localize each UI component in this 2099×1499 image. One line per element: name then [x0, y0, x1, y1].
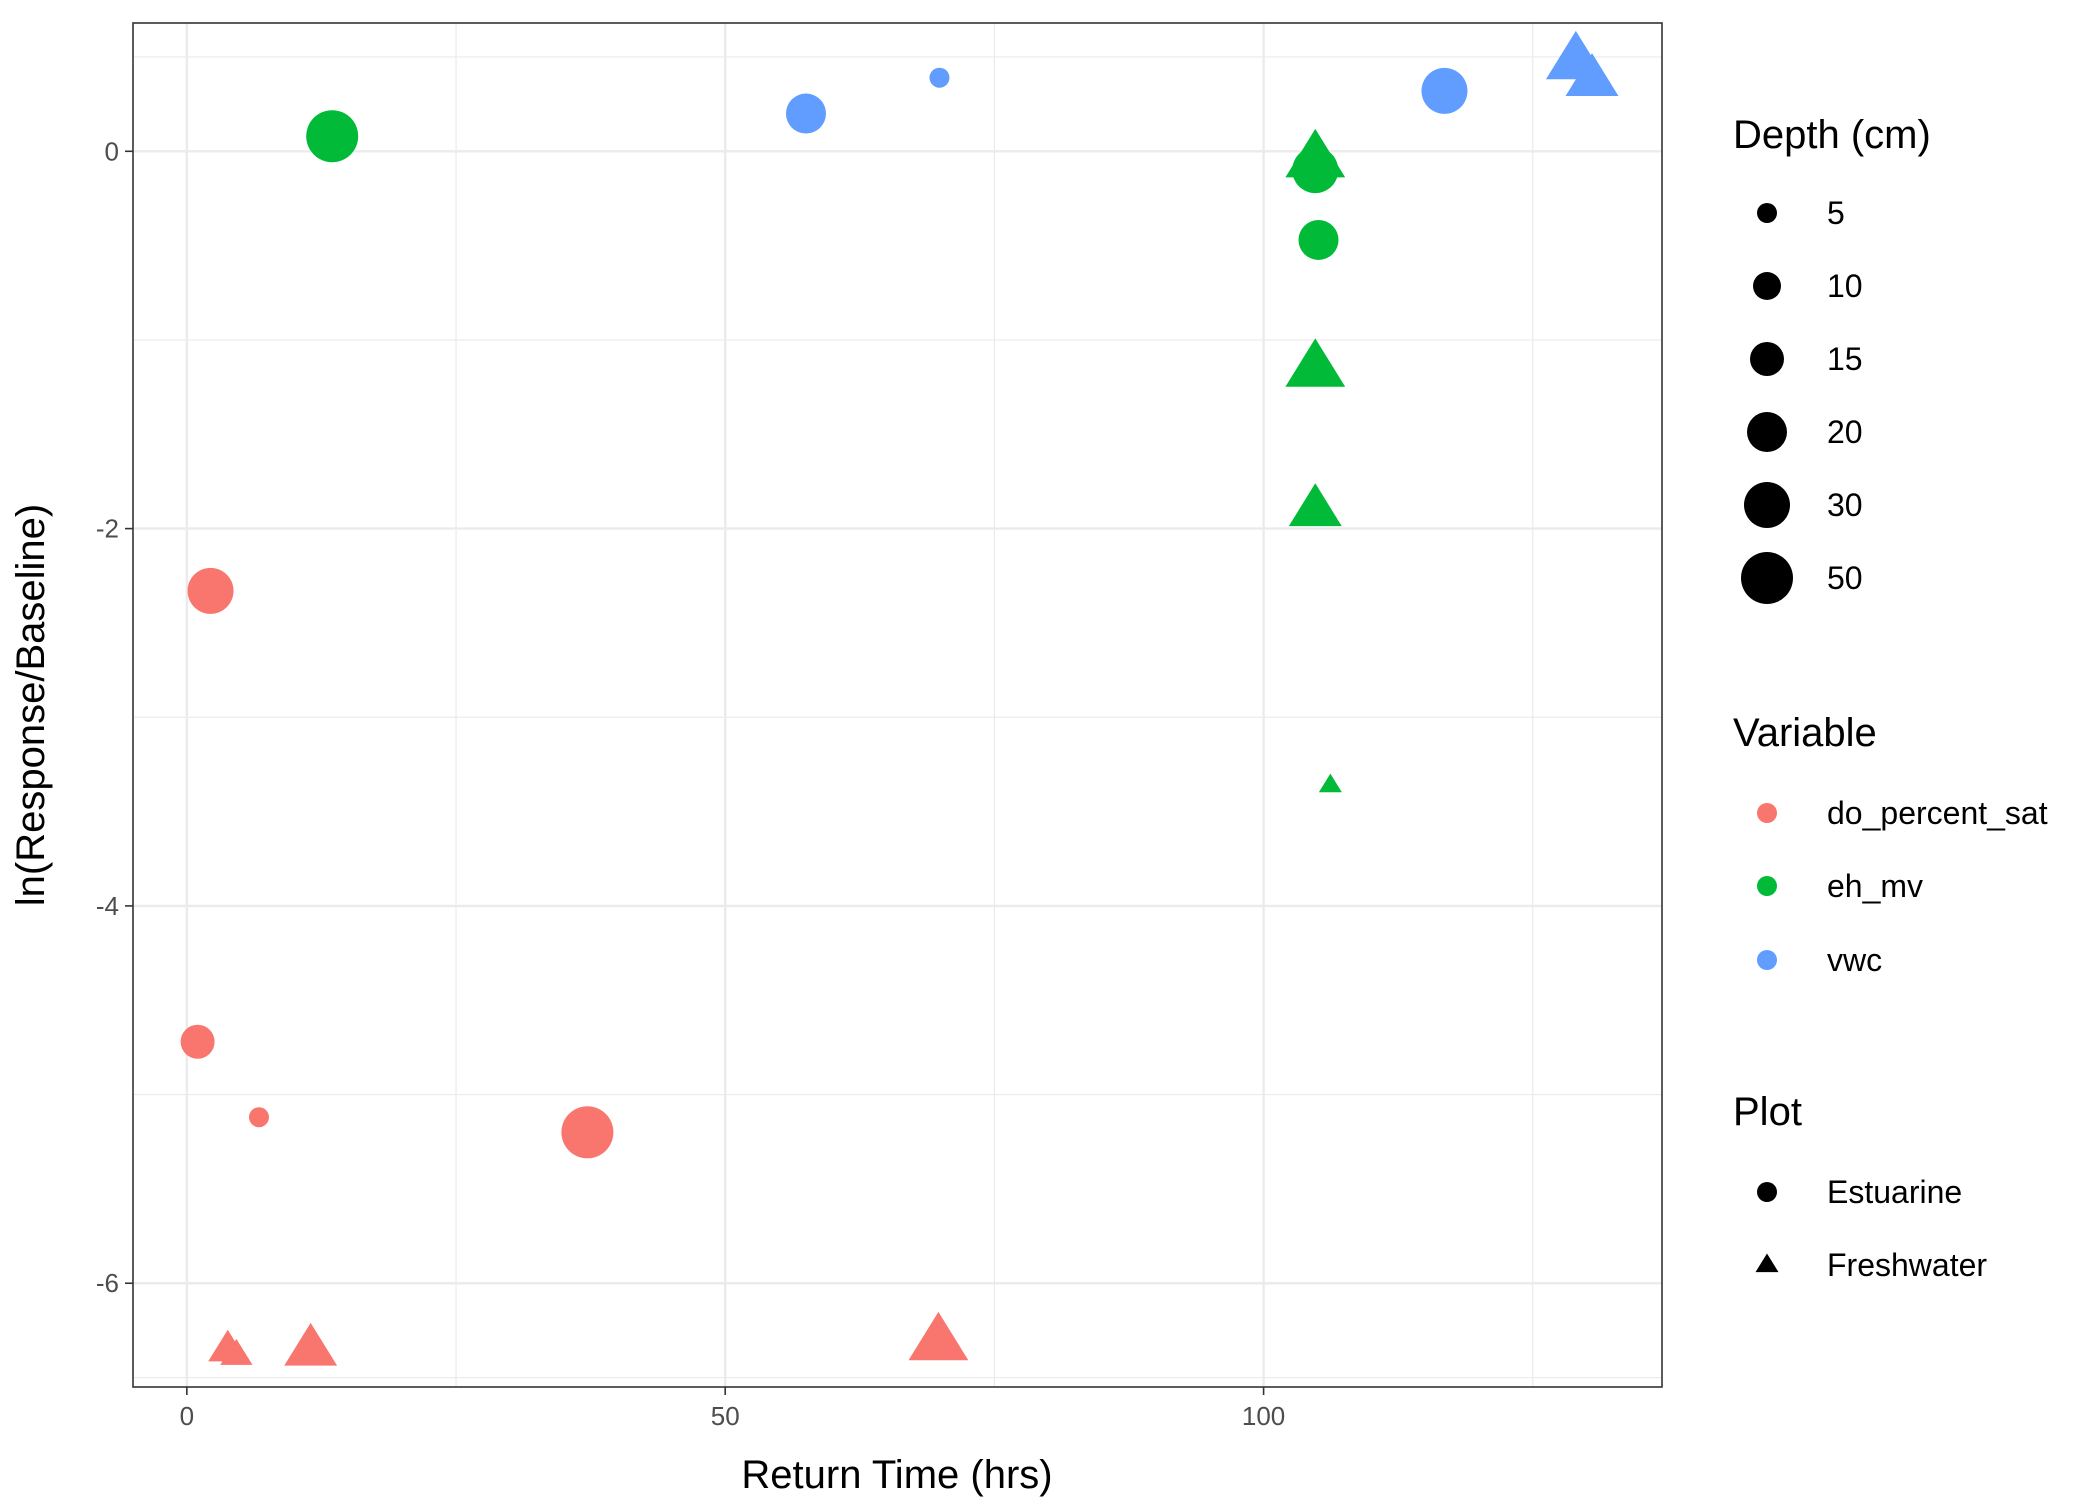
legend-depth-key: [1753, 272, 1781, 300]
legend-variable-key: [1757, 876, 1777, 896]
points-layer: [180, 30, 1619, 1366]
legend-depth-key: [1747, 412, 1787, 452]
legend-depth-items: 5 10 15 20 30 50: [1741, 195, 1863, 604]
x-tick-label: 50: [711, 1401, 740, 1431]
legend-plot-key: [1755, 1253, 1779, 1273]
x-tick-label: 100: [1242, 1401, 1285, 1431]
panel-border: [132, 22, 1663, 1388]
legend-variable-label: do_percent_sat: [1827, 795, 2048, 831]
legend-depth-key: [1750, 342, 1784, 376]
y-tick-label: -6: [96, 1268, 119, 1298]
y-tick-label: 0: [105, 136, 119, 166]
data-point-circle: [248, 1107, 269, 1128]
data-point-triangle: [908, 1311, 969, 1361]
data-point-triangle: [1285, 338, 1346, 387]
data-point-triangle: [220, 1338, 253, 1365]
data-point-circle: [561, 1106, 614, 1159]
legend-depth-label: 10: [1827, 268, 1863, 304]
legend-depth-key: [1757, 203, 1777, 223]
legend-variable-key: [1757, 950, 1777, 970]
data-point-circle: [187, 567, 234, 614]
legend-plot-key: [1757, 1182, 1777, 1202]
legend-depth-label: 15: [1827, 341, 1863, 377]
legend-depth-label: 50: [1827, 560, 1863, 596]
legend-variable-label: vwc: [1827, 942, 1882, 978]
x-tick-labels: 0 50 100: [180, 1401, 1286, 1431]
data-point-triangle: [1318, 773, 1342, 793]
grid-minor: [133, 23, 1662, 1387]
legend-variable-label: eh_mv: [1827, 868, 1923, 904]
data-point-triangle: [1565, 53, 1619, 96]
data-point-circle: [785, 93, 826, 134]
y-axis-title: ln(Response/Baseline): [9, 504, 53, 906]
axis-ticks: [125, 150, 1265, 1395]
data-point-circle: [306, 110, 359, 163]
legend-variable-title: Variable: [1733, 711, 1877, 755]
legend-depth-label: 5: [1827, 195, 1845, 231]
y-tick-label: -2: [96, 514, 119, 544]
y-tick-labels: 0 -2 -4 -6: [96, 136, 119, 1298]
data-point-triangle: [284, 1322, 338, 1366]
legend-plot-label: Estuarine: [1827, 1174, 1962, 1210]
legend-depth: Depth (cm) 5 10 15 20 30 50: [1733, 113, 1931, 604]
legend-plot-items: Estuarine Freshwater: [1755, 1174, 1987, 1283]
legend-depth-key: [1744, 482, 1790, 528]
legend-variable-key: [1757, 803, 1777, 823]
x-tick-label: 0: [180, 1401, 194, 1431]
y-tick-label: -4: [96, 891, 119, 921]
legend-depth-title: Depth (cm): [1733, 113, 1931, 157]
legend-plot-title: Plot: [1733, 1090, 1802, 1134]
legend-depth-label: 30: [1827, 487, 1863, 523]
data-point-triangle: [1285, 128, 1346, 178]
data-point-triangle: [1288, 483, 1342, 527]
data-point-circle: [929, 67, 950, 88]
x-axis-title: Return Time (hrs): [741, 1453, 1052, 1497]
legend-depth-label: 20: [1827, 414, 1863, 450]
data-point-circle: [1298, 219, 1339, 260]
data-point-circle: [180, 1024, 215, 1059]
legend-plot: Plot Estuarine Freshwater: [1733, 1090, 1987, 1283]
data-point-circle: [1421, 67, 1468, 114]
legend-depth-key: [1741, 552, 1793, 604]
legend-plot-label: Freshwater: [1827, 1247, 1987, 1283]
grid-major: [133, 23, 1662, 1387]
